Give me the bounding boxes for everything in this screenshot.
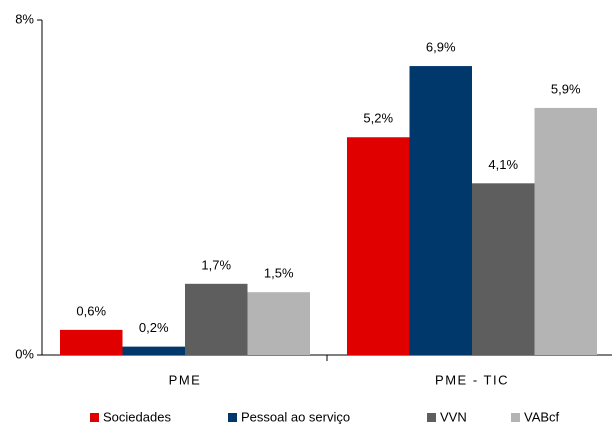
bar [347,137,410,355]
value-label: 4,1% [488,157,518,172]
x-tick-label: PME [169,372,202,387]
legend-swatch [90,413,99,422]
legend-swatch [511,413,520,422]
value-label: 0,2% [139,320,169,335]
x-tick-label: PME - TIC [435,372,509,387]
legend-swatch [228,413,237,422]
value-label: 0,6% [76,303,106,318]
value-label: 5,2% [363,111,393,126]
bar [409,66,472,355]
legend-label: Sociedades [103,409,171,424]
bar [185,283,248,355]
legend-label: Pessoal ao serviço [241,409,350,424]
value-label: 1,5% [264,266,294,281]
bar [472,183,535,355]
bar [60,329,123,355]
legend-swatch [427,413,436,422]
value-label: 1,7% [201,257,231,272]
legend-label: VABcf [524,409,560,424]
bar [122,346,185,355]
bar [247,292,310,355]
value-label: 6,9% [426,40,456,55]
y-tick-label: 0% [15,346,34,361]
y-tick-label: 8% [15,11,34,26]
bar [534,107,597,355]
legend-label: VVN [440,409,467,424]
value-label: 5,9% [551,81,581,96]
